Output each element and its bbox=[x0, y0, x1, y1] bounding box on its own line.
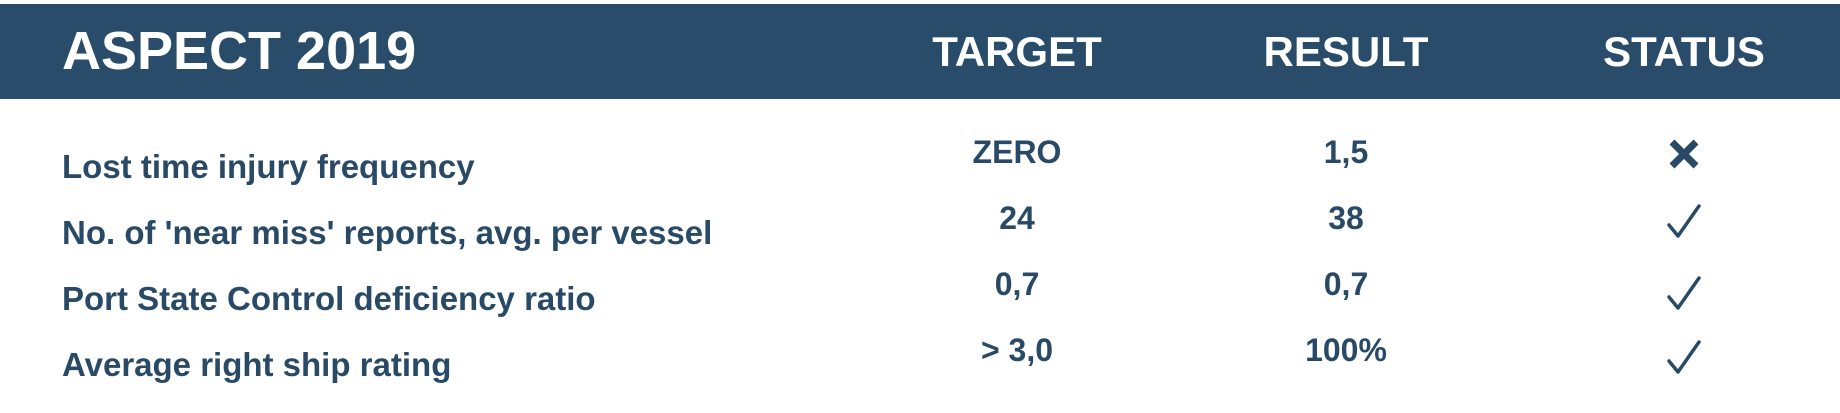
header-status: STATUS bbox=[1603, 28, 1765, 75]
row-result: 1,5 bbox=[1323, 134, 1369, 170]
row-result: 0,7 bbox=[1323, 266, 1369, 302]
table-header: ASPECT 2019 TARGET RESULT STATUS bbox=[0, 4, 1840, 99]
row-label: Average right ship rating bbox=[62, 346, 452, 383]
cross-icon bbox=[1669, 139, 1699, 169]
row-result: 38 bbox=[1328, 200, 1364, 236]
row-result: 100% bbox=[1305, 332, 1387, 368]
table-row: Lost time injury frequency ZERO 1,5 bbox=[0, 134, 1840, 200]
header-result: RESULT bbox=[1263, 28, 1429, 75]
check-icon bbox=[1667, 276, 1701, 310]
status-cell bbox=[1651, 266, 1717, 310]
check-icon bbox=[1667, 204, 1701, 238]
check-icon bbox=[1667, 340, 1701, 374]
row-target: 24 bbox=[999, 200, 1035, 236]
table-row: Average right ship rating > 3,0 100% bbox=[0, 332, 1840, 398]
row-label: Lost time injury frequency bbox=[62, 148, 475, 185]
row-label: Port State Control deficiency ratio bbox=[62, 280, 596, 317]
row-target: 0,7 bbox=[994, 266, 1040, 302]
status-cell bbox=[1651, 134, 1717, 174]
status-cell bbox=[1651, 200, 1717, 240]
header-target: TARGET bbox=[932, 28, 1102, 75]
header-aspect: ASPECT 2019 bbox=[62, 21, 417, 81]
table-row: No. of 'near miss' reports, avg. per ves… bbox=[0, 200, 1840, 266]
row-target: > 3,0 bbox=[980, 332, 1054, 368]
status-cell bbox=[1651, 332, 1717, 374]
row-target: ZERO bbox=[972, 134, 1062, 170]
row-label: No. of 'near miss' reports, avg. per ves… bbox=[62, 214, 713, 251]
table-row: Port State Control deficiency ratio 0,7 … bbox=[0, 266, 1840, 332]
